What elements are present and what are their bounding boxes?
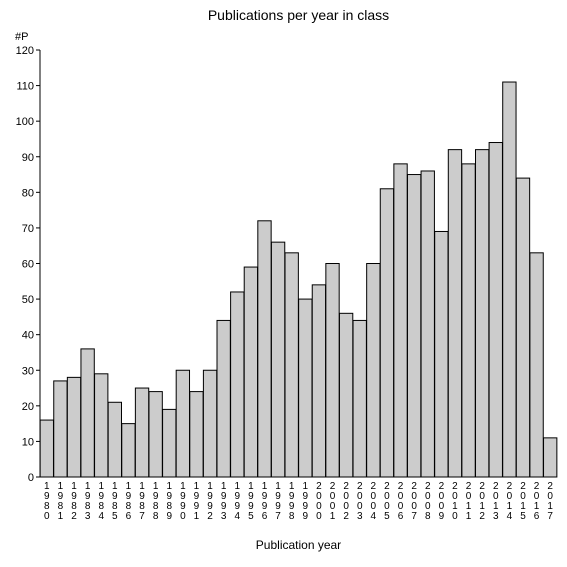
x-tick-label: 2004 <box>371 481 377 522</box>
bar-chart: Publications per year in class #P 0 10 20 30 4… <box>0 0 567 567</box>
x-tick-label: 1994 <box>234 481 240 522</box>
bar <box>271 242 284 477</box>
x-tick-label: 1987 <box>139 481 145 522</box>
bar <box>367 264 380 478</box>
y-tick-label: 10 <box>22 436 34 448</box>
bar <box>67 377 80 477</box>
x-tick-label: 2016 <box>534 481 540 522</box>
x-tick-label: 2014 <box>507 481 513 522</box>
x-tick-label: 1992 <box>207 481 213 522</box>
bar <box>530 253 543 477</box>
bar <box>353 320 366 477</box>
bar <box>40 420 53 477</box>
y-tick-label: 40 <box>22 330 34 342</box>
x-tick-label: 1982 <box>71 481 77 522</box>
x-tick-label: 2011 <box>466 481 472 522</box>
x-tick-label: 1986 <box>126 481 132 522</box>
bar <box>176 370 189 477</box>
bar <box>489 143 502 477</box>
bar <box>448 150 461 477</box>
y-tick-label: 20 <box>22 401 34 413</box>
x-tick-label: 2005 <box>384 481 390 522</box>
bar <box>258 221 271 477</box>
bar <box>122 424 135 477</box>
x-tick-label: 1998 <box>289 481 295 522</box>
x-tick-label: 1984 <box>98 481 104 522</box>
y-tick-label: 50 <box>22 294 34 306</box>
bar <box>435 231 448 477</box>
x-tick-label: 2012 <box>479 481 485 522</box>
y-tick-label: 90 <box>22 152 34 164</box>
x-tick-label: 2003 <box>357 481 363 522</box>
bar <box>394 164 407 477</box>
x-tick-label: 1988 <box>153 481 159 522</box>
bar <box>285 253 298 477</box>
x-tick-label: 1995 <box>248 481 254 522</box>
bar <box>326 264 339 478</box>
y-tick-label: 30 <box>22 365 34 377</box>
bar <box>299 299 312 477</box>
x-tick-label: 1990 <box>180 481 186 522</box>
bar <box>516 178 529 477</box>
bar <box>544 438 557 477</box>
bar <box>95 374 108 477</box>
x-tick-label: 1999 <box>303 481 309 522</box>
x-tick-label: 1983 <box>85 481 91 522</box>
x-tick-label: 1993 <box>221 481 227 522</box>
chart-container: Publications per year in class #P 0 10 20 30 4… <box>0 0 567 567</box>
x-tick-label: 1991 <box>194 481 200 522</box>
bar <box>421 171 434 477</box>
x-tick-label: 2000 <box>316 481 322 522</box>
x-tick-label: 2015 <box>520 481 526 522</box>
x-tick-label: 2013 <box>493 481 499 522</box>
xaxis-label: Publication year <box>256 538 341 552</box>
y-tick-label: 80 <box>22 187 34 199</box>
bar <box>476 150 489 477</box>
y-tick-label: 60 <box>22 259 34 271</box>
bar <box>163 409 176 477</box>
x-tick-label: 1997 <box>275 481 281 522</box>
bar <box>190 392 203 477</box>
bar <box>407 175 420 477</box>
x-tick-label: 2009 <box>439 481 445 522</box>
x-tick-label: 2007 <box>411 481 417 522</box>
x-tick-label: 1996 <box>262 481 268 522</box>
bar <box>217 320 230 477</box>
x-tick-label: 2017 <box>547 481 553 522</box>
y-tick-label: 0 <box>28 472 34 484</box>
y-tick-label: 110 <box>16 81 34 93</box>
bar <box>380 189 393 477</box>
bar <box>149 392 162 477</box>
x-tick-label: 1981 <box>58 481 64 522</box>
y-tick-label: 100 <box>16 116 34 128</box>
bar <box>462 164 475 477</box>
yaxis-label: #P <box>15 31 28 43</box>
x-tick-label: 1980 <box>44 481 50 522</box>
bar <box>339 313 352 477</box>
bar <box>135 388 148 477</box>
y-tick-label: 120 <box>16 45 34 57</box>
bar <box>231 292 244 477</box>
x-tick-label: 2002 <box>343 481 349 522</box>
x-tick-label: 2006 <box>398 481 404 522</box>
bar <box>312 285 325 477</box>
bar <box>108 402 121 477</box>
x-tick-label: 1989 <box>166 481 172 522</box>
chart-title: Publications per year in class <box>208 7 389 23</box>
bar <box>81 349 94 477</box>
bar <box>503 82 516 477</box>
x-tick-label: 1985 <box>112 481 118 522</box>
bar <box>203 370 216 477</box>
bar <box>54 381 67 477</box>
x-tick-label: 2008 <box>425 481 431 522</box>
bar <box>244 267 257 477</box>
x-tick-label: 2010 <box>452 481 458 522</box>
y-tick-label: 70 <box>22 223 34 235</box>
x-tick-label: 2001 <box>330 481 336 522</box>
